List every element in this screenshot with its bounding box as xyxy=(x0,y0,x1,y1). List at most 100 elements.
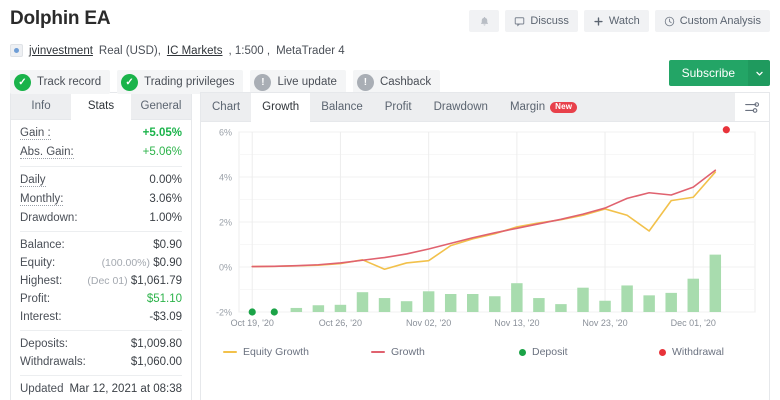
subscribe-button[interactable]: Subscribe xyxy=(668,60,748,86)
stat-row-equity: Equity: (100.00%) $0.90 xyxy=(20,254,182,272)
badge-track-record[interactable]: ✓ Track record xyxy=(10,70,111,94)
tab-drawdown[interactable]: Drawdown xyxy=(422,93,499,122)
chart-legend: Equity Growth Growth Deposit Withdrawal xyxy=(201,344,769,358)
clock-icon xyxy=(664,16,675,27)
legend-dot-icon xyxy=(519,348,526,356)
tab-chart[interactable]: Chart xyxy=(201,93,252,122)
account-platform: MetaTrader 4 xyxy=(276,44,345,57)
tab-drawdown-label: Drawdown xyxy=(433,101,488,113)
tab-general[interactable]: General xyxy=(131,93,191,120)
svg-text:Nov 23, '20: Nov 23, '20 xyxy=(582,318,627,328)
account-username-link[interactable]: jvinvestment xyxy=(29,44,93,57)
plus-icon xyxy=(593,16,604,27)
comment-icon xyxy=(514,16,525,27)
chart-settings-button[interactable] xyxy=(735,93,769,122)
subscribe-dropdown-button[interactable] xyxy=(748,60,770,86)
svg-text:0%: 0% xyxy=(219,263,232,273)
stats-panel: Info Stats General Gain : +5.05% Abs. Ga… xyxy=(10,92,192,400)
stat-label-updated: Updated xyxy=(20,383,64,395)
check-circle-icon: ✓ xyxy=(14,73,31,91)
tab-info[interactable]: Info xyxy=(11,93,71,120)
stat-row-withdrawals: Withdrawals: $1,060.00 xyxy=(20,353,182,371)
stat-amount-highest: $1,061.79 xyxy=(130,275,182,287)
tab-balance[interactable]: Balance xyxy=(310,93,374,122)
watch-button[interactable]: Watch xyxy=(583,10,649,32)
divider xyxy=(20,231,182,232)
badge-cashback[interactable]: ! Cashback xyxy=(352,70,441,94)
stat-row-balance: Balance: $0.90 xyxy=(20,236,182,254)
notifications-button[interactable] xyxy=(469,10,500,32)
svg-text:Oct 26, '20: Oct 26, '20 xyxy=(319,318,362,328)
divider xyxy=(20,330,182,331)
legend-line-icon xyxy=(371,351,385,353)
account-broker-link[interactable]: IC Markets xyxy=(166,44,223,57)
badge-trading-privileges[interactable]: ✓ Trading privileges xyxy=(117,70,244,94)
stat-value-balance: $0.90 xyxy=(153,239,182,251)
tab-profit[interactable]: Profit xyxy=(373,93,423,122)
new-badge: New xyxy=(550,101,578,113)
stat-label-gain[interactable]: Gain : xyxy=(20,127,51,140)
badge-cashback-label: Cashback xyxy=(379,76,432,88)
stat-row-profit: Profit: $51.10 xyxy=(20,290,182,308)
tab-stats[interactable]: Stats xyxy=(71,93,131,120)
tab-margin[interactable]: Margin New xyxy=(498,93,589,122)
stat-label-daily[interactable]: Daily xyxy=(20,174,46,187)
svg-text:2%: 2% xyxy=(219,218,232,228)
legend-withdrawal[interactable]: Withdrawal xyxy=(659,346,724,358)
stat-value-highest: (Dec 01) $1,061.79 xyxy=(87,275,182,287)
stats-panel-tabs: Info Stats General xyxy=(11,93,191,120)
tab-chart-label: Chart xyxy=(212,101,241,113)
subscribe-group: Subscribe xyxy=(668,60,770,86)
stat-value-withdrawals: $1,060.00 xyxy=(130,356,182,368)
header-actions: Discuss Watch Custom Analysis xyxy=(469,10,770,32)
badge-live-update[interactable]: ! Live update xyxy=(250,70,346,94)
stat-label-abs-gain[interactable]: Abs. Gain: xyxy=(20,146,74,159)
tab-growth-label: Growth xyxy=(262,101,300,113)
account-info-line: jvinvestment Real (USD), IC Markets , 1:… xyxy=(10,44,770,57)
legend-equity-growth[interactable]: Equity Growth xyxy=(223,346,371,358)
stat-value-gain: +5.05% xyxy=(142,127,182,139)
stat-value-daily: 0.00% xyxy=(149,174,182,186)
legend-deposit[interactable]: Deposit xyxy=(519,346,659,358)
stat-label-interest: Interest: xyxy=(20,311,62,323)
page-header: Dolphin EA Discuss Watc xyxy=(0,0,780,94)
legend-growth-label: Growth xyxy=(391,346,425,358)
stat-amount-equity: $0.90 xyxy=(153,257,182,269)
sliders-icon xyxy=(744,101,759,113)
svg-text:Nov 02, '20: Nov 02, '20 xyxy=(406,318,451,328)
stats-list: Gain : +5.05% Abs. Gain: +5.06% Daily 0.… xyxy=(11,120,191,400)
account-badges: ✓ Track record ✓ Trading privileges ! Li… xyxy=(10,70,770,94)
stat-value-drawdown: 1.00% xyxy=(149,212,182,224)
discuss-button[interactable]: Discuss xyxy=(505,10,578,32)
stat-label-deposits: Deposits: xyxy=(20,338,68,350)
avatar xyxy=(10,44,23,57)
page-body: Info Stats General Gain : +5.05% Abs. Ga… xyxy=(0,92,780,400)
growth-chart-svg: -2% 0% 2% 4% 6% Oct 19, '20 Oct 26, '20 Nov 02,… xyxy=(216,126,756,328)
svg-text:Oct 19, '20: Oct 19, '20 xyxy=(231,318,274,328)
account-type: Real (USD), xyxy=(98,44,161,57)
legend-line-icon xyxy=(223,351,237,353)
growth-chart[interactable]: -2% 0% 2% 4% 6% Oct 19, '20 Oct 26, '20 Nov 02,… xyxy=(201,122,769,344)
stat-label-withdrawals: Withdrawals: xyxy=(20,356,86,368)
stat-label-drawdown: Drawdown: xyxy=(20,212,78,224)
stat-row-updated: Updated Mar 12, 2021 at 08:38 xyxy=(20,380,182,398)
custom-analysis-button[interactable]: Custom Analysis xyxy=(654,10,770,32)
stat-value-updated: Mar 12, 2021 at 08:38 xyxy=(69,383,182,395)
legend-growth[interactable]: Growth xyxy=(371,346,519,358)
stat-value-monthly: 3.06% xyxy=(149,193,182,205)
stat-row-monthly: Monthly: 3.06% xyxy=(20,190,182,209)
stat-label-balance: Balance: xyxy=(20,239,65,251)
svg-text:4%: 4% xyxy=(219,173,232,183)
tab-growth[interactable]: Growth xyxy=(251,93,311,122)
stat-label-highest: Highest: xyxy=(20,275,63,287)
divider xyxy=(20,375,182,376)
stat-value-deposits: $1,009.80 xyxy=(130,338,182,350)
stat-label-monthly[interactable]: Monthly: xyxy=(20,193,64,206)
stat-row-drawdown: Drawdown: 1.00% xyxy=(20,209,182,227)
badge-trading-privileges-label: Trading privileges xyxy=(144,76,235,88)
svg-text:Nov 13, '20: Nov 13, '20 xyxy=(494,318,539,328)
stat-row-highest: Highest: (Dec 01) $1,061.79 xyxy=(20,272,182,290)
stat-value-interest: -$3.09 xyxy=(149,311,182,323)
exclamation-circle-icon: ! xyxy=(254,73,272,91)
